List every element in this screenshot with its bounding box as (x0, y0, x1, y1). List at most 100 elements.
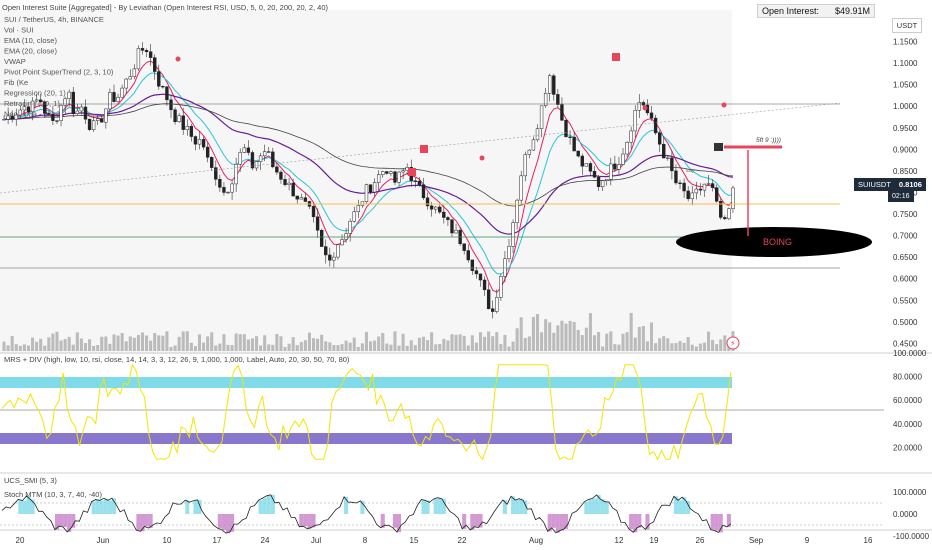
stoch-fill-bar (437, 497, 442, 514)
volume-bar (26, 345, 31, 351)
volume-bar (625, 332, 629, 351)
candle-body (438, 206, 442, 213)
volume-bar (230, 345, 234, 351)
stoch-fill-bar (462, 514, 467, 529)
candle-body (364, 184, 369, 202)
candle-body (356, 205, 361, 212)
candle-body (662, 143, 666, 159)
candle-body (478, 273, 483, 281)
signal-dot (175, 56, 181, 62)
volume-bar (430, 332, 434, 351)
candle-body (682, 182, 686, 192)
stoch-fill-bar (519, 498, 524, 514)
volume-bar (544, 319, 548, 351)
signal-dot (721, 102, 727, 108)
volume-bar (250, 338, 254, 351)
volume-bar (340, 344, 344, 351)
volume-bar (43, 345, 47, 351)
time-tick-label: 9 (805, 536, 810, 545)
volume-bar (397, 345, 401, 351)
volume-bar (267, 344, 271, 351)
fifth-wave-label: 5ft 9 :)))) (756, 137, 781, 144)
candle-body (617, 164, 621, 170)
stoch-fill-bar (103, 498, 108, 514)
stoch-fill-bar (673, 496, 678, 514)
candle-body (201, 139, 206, 148)
volume-bar (426, 340, 430, 351)
volume-bar (75, 332, 79, 351)
stoch-fill-bar (225, 514, 231, 534)
candle-body (344, 233, 348, 240)
boing-label: BOING (763, 237, 792, 247)
volume-bar (356, 346, 360, 351)
volume-bar (389, 344, 393, 351)
price-tag-symbol: SUIUSDT (854, 178, 895, 191)
price-tick-label: 0.9500 (893, 124, 918, 133)
volume-bar (116, 335, 120, 351)
candle-body (633, 110, 637, 132)
stoch-fill-bar (470, 514, 475, 530)
candle-body (226, 191, 230, 194)
stoch-axis: 100.0000 0.0000 -100.0000 (893, 488, 930, 541)
candle-body (470, 259, 475, 271)
volume-bar (662, 336, 666, 351)
stoch-fill-bar (136, 514, 141, 531)
volume-bar (185, 331, 189, 351)
candle-body (397, 171, 401, 183)
candle-body (486, 289, 491, 309)
candle-body (381, 171, 385, 175)
stoch-fill-bar (30, 499, 35, 514)
candle-body (336, 244, 340, 258)
volume-bar (470, 335, 474, 351)
candle-body (299, 197, 303, 200)
volume-bar (613, 344, 617, 351)
candle-body (283, 179, 287, 185)
volume-bar (47, 337, 51, 351)
time-tick-label: 22 (458, 536, 467, 545)
volume-bar (181, 331, 185, 351)
candle-body (527, 149, 532, 155)
candle-body (104, 108, 108, 123)
candle-body (254, 161, 259, 169)
lightning-icon[interactable] (726, 336, 740, 350)
candle-body (30, 100, 35, 112)
candle-body (2, 119, 6, 121)
legend-line: EMA (10, close) (4, 36, 57, 45)
stoch-fill-bar (95, 499, 100, 514)
candle-body (523, 154, 527, 177)
stoch-fill-bar (71, 514, 76, 528)
candle-body (466, 250, 470, 261)
candle-body (43, 101, 47, 114)
volume-bar (597, 332, 601, 351)
stoch-fill-bar (140, 514, 145, 532)
stoch-fill-bar (584, 501, 589, 514)
candle-body (723, 217, 727, 220)
volume-bar (487, 331, 491, 351)
volume-bar (299, 342, 303, 351)
stoch-fill-bar (266, 495, 271, 514)
open-interest-label: Open Interest: (762, 6, 820, 16)
stoch-fill-bar (18, 499, 23, 514)
volume-bar (654, 343, 658, 351)
candle-body (560, 104, 564, 121)
volume-bar (193, 346, 197, 351)
candle-body (238, 152, 242, 165)
stoch-fill-bar (392, 514, 398, 528)
volume-bar (454, 334, 458, 351)
legend-line: EMA (20, close) (4, 47, 57, 56)
candle-body (584, 163, 589, 167)
candle-body (731, 187, 735, 209)
candle-body (332, 256, 336, 261)
price-pane-shade (0, 10, 732, 354)
candle-body (625, 142, 629, 155)
time-axis[interactable]: 20 Jun 10 17 24 Jul 8 15 22 Aug 12 19 26 Sep 9 16 (16, 536, 873, 545)
candle-body (295, 195, 299, 200)
volume-bar (59, 340, 63, 351)
currency-button[interactable]: USDT (892, 18, 922, 33)
candle-body (112, 92, 116, 102)
volume-bar (104, 336, 108, 351)
legend-line: NeoAlpha - 8/2 8/2 (4, 110, 67, 119)
candle-body (429, 205, 434, 210)
candle-body (442, 211, 446, 218)
